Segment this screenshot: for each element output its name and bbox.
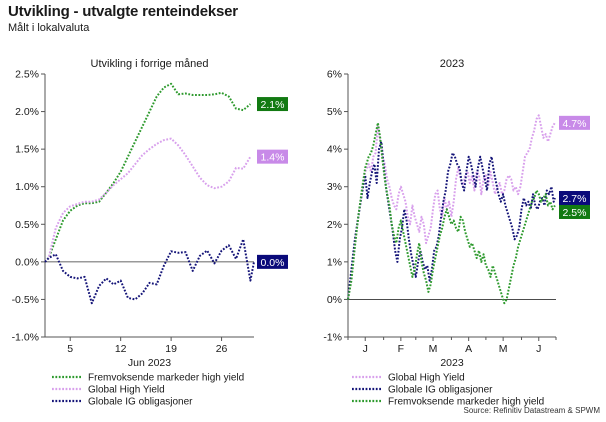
right-legend-label-em_hy: Fremvoksende markeder high yield — [388, 397, 544, 408]
left-x-axis-label: Jun 2023 — [128, 357, 171, 369]
source-note: Source: Refinitiv Datastream & SPWM — [463, 406, 600, 415]
right-y-tick-label: 4% — [327, 144, 342, 156]
chart-title: Utvikling - utvalgte renteindekser — [8, 3, 238, 20]
left-y-tick-label: 0.0% — [15, 256, 39, 268]
left-end-label-global_ig: 0.0% — [257, 254, 288, 269]
right-x-tick-label: F — [398, 343, 404, 355]
right-y-tick-label: 2% — [327, 219, 342, 231]
left-y-tick-label: -1.0% — [12, 332, 39, 344]
left-end-label-text: 1.4% — [261, 152, 285, 164]
right-y-tick-label: 0% — [327, 294, 342, 306]
right-panel-title: 2023 — [440, 58, 464, 70]
right-x-tick-label: A — [465, 343, 472, 355]
right-y-tick-label: 6% — [327, 69, 342, 81]
right-x-tick-label: M — [429, 343, 438, 355]
left-end-label-text: 2.1% — [261, 99, 285, 111]
right-y-tick-label: 3% — [327, 181, 342, 193]
left-end-label-em_hy: 2.1% — [257, 97, 288, 112]
left-end-label-box — [257, 254, 288, 269]
right-end-label-text: 2.5% — [563, 207, 587, 219]
right-series-global_hy — [347, 114, 556, 300]
left-y-tick-label: 1.0% — [15, 181, 39, 193]
left-x-tick-label: 26 — [216, 343, 228, 355]
left-y-tick-label: 0.5% — [15, 219, 39, 231]
chart-subtitle: Målt i lokalvaluta — [8, 22, 90, 34]
right-series-global_ig — [347, 140, 556, 300]
right-end-label-em_hy: 2.5% — [559, 204, 590, 219]
left-panel-title: Utvikling i forrige måned — [91, 58, 209, 70]
left-x-tick-label: 5 — [67, 343, 73, 355]
right-x-tick-label: J — [536, 343, 541, 355]
right-y-tick-label: 1% — [327, 256, 342, 268]
left-end-label-global_hy: 1.4% — [257, 149, 288, 164]
right-end-label-box — [559, 190, 590, 205]
right-x-tick-label: J — [363, 343, 368, 355]
left-y-tick-label: -0.5% — [12, 294, 39, 306]
left-x-tick-label: 12 — [115, 343, 127, 355]
left-legend-label-global_ig: Globale IG obligasjoner — [88, 397, 193, 408]
left-legend-label-global_hy: Global High Yield — [88, 385, 165, 396]
right-end-label-global_hy: 4.7% — [559, 115, 590, 130]
right-end-label-text: 2.7% — [563, 193, 587, 205]
left-end-label-box — [257, 149, 288, 164]
left-series-global_hy — [44, 137, 252, 263]
right-end-label-box — [559, 204, 590, 219]
left-end-label-box — [257, 97, 288, 112]
right-series-em_hy — [347, 121, 556, 305]
right-y-tick-label: -1% — [323, 332, 342, 344]
right-end-label-text: 4.7% — [563, 118, 587, 130]
left-y-tick-label: 2.5% — [15, 69, 39, 81]
left-end-label-text: 0.0% — [261, 257, 285, 269]
left-series-global_ig — [44, 238, 255, 305]
right-end-label-box — [559, 115, 590, 130]
left-series-em_hy — [44, 82, 252, 263]
right-x-axis-label: 2023 — [440, 357, 464, 369]
left-legend-label-em_hy: Fremvoksende markeder high yield — [88, 373, 244, 384]
right-legend-label-global_hy: Global High Yield — [388, 373, 465, 384]
right-end-label-global_ig: 2.7% — [559, 190, 590, 205]
right-legend-label-global_ig: Globale IG obligasjoner — [388, 385, 493, 396]
left-y-tick-label: 2.0% — [15, 106, 39, 118]
left-y-tick-label: 1.5% — [15, 144, 39, 156]
left-x-tick-label: 19 — [165, 343, 177, 355]
right-y-tick-label: 5% — [327, 106, 342, 118]
right-x-tick-label: M — [499, 343, 508, 355]
